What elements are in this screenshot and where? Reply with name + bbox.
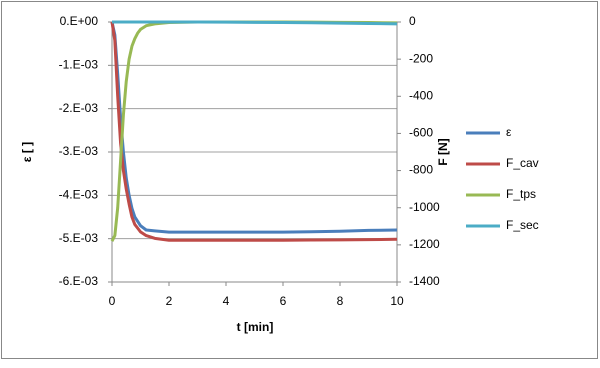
legend-label: F_cav — [506, 156, 539, 170]
x-tick-label: 6 — [280, 294, 287, 308]
legend-label: F_sec — [506, 218, 539, 232]
chart-border — [1, 1, 598, 359]
legend-label: F_tps — [506, 187, 536, 201]
y2-tick-label: -200 — [409, 51, 433, 65]
series-line — [112, 20, 398, 26]
y2-tick-label: -1200 — [409, 237, 440, 251]
y-tick-label: -1.E-03 — [59, 58, 99, 72]
x-tick-label: 2 — [166, 294, 173, 308]
x-tick-label: 0 — [109, 294, 116, 308]
y2-tick-label: -600 — [409, 126, 433, 140]
y2-tick-label: -800 — [409, 163, 433, 177]
y-tick-label: -2.E-03 — [59, 101, 99, 115]
y-tick-label: -3.E-03 — [59, 144, 99, 158]
y2-tick-label: -400 — [409, 88, 433, 102]
y-tick-label: -5.E-03 — [59, 231, 99, 245]
y-tick-label: -4.E-03 — [59, 188, 99, 202]
x-tick-label: 4 — [223, 294, 230, 308]
x-tick-label: 8 — [337, 294, 344, 308]
y2-tick-label: -1000 — [409, 200, 440, 214]
y2-axis-title: F [N] — [436, 138, 450, 165]
y2-tick-label: 0 — [409, 14, 416, 28]
legend-label: ε — [506, 125, 512, 139]
x-axis-title: t [min] — [237, 320, 274, 334]
y-axis-title: ε [ ] — [20, 142, 34, 162]
y2-tick-label: -1400 — [409, 274, 440, 288]
x-tick-label: 10 — [390, 294, 404, 308]
y-tick-label: 0.E+00 — [60, 14, 99, 28]
y-tick-label: -6.E-03 — [59, 274, 99, 288]
